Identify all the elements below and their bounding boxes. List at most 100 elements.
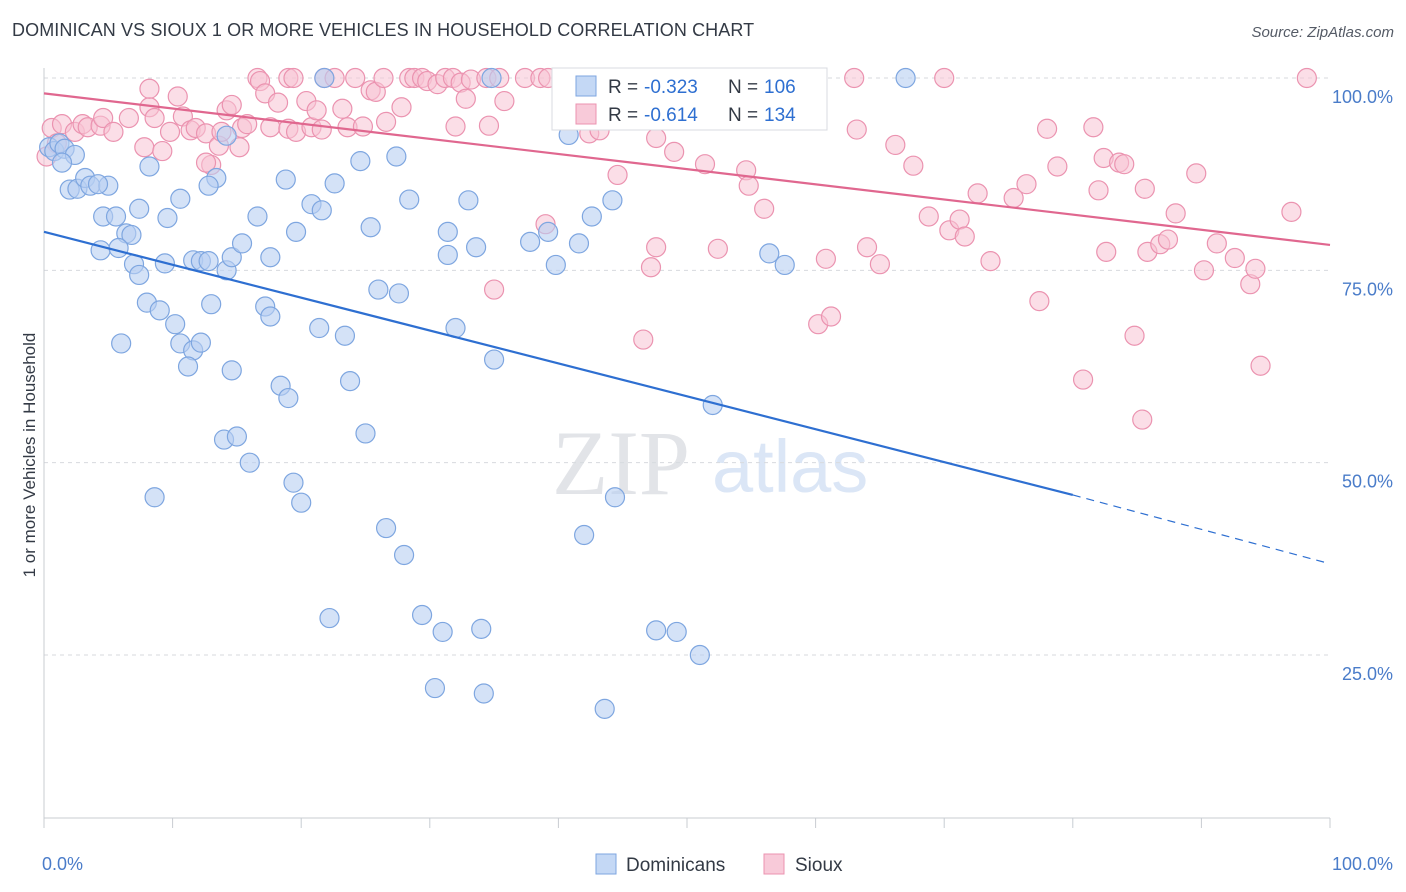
legend-r-label-sioux: R = bbox=[608, 105, 638, 126]
data-point-dominicans bbox=[231, 233, 253, 254]
data-point-sioux bbox=[1157, 229, 1179, 250]
data-point-dominicans bbox=[432, 621, 453, 643]
data-point-dominicans bbox=[411, 604, 433, 626]
data-point-dominicans bbox=[458, 190, 479, 211]
data-point-dominicans bbox=[260, 247, 281, 268]
data-point-sioux bbox=[646, 237, 667, 258]
data-point-dominicans bbox=[190, 332, 211, 353]
data-point-dominicans bbox=[581, 206, 602, 227]
data-point-sioux bbox=[980, 251, 1001, 272]
data-point-sioux bbox=[707, 238, 728, 259]
y-tick-label: 75.0% bbox=[1342, 279, 1393, 299]
data-point-dominicans bbox=[602, 190, 623, 211]
data-point-dominicans bbox=[399, 189, 420, 210]
legend-r-label-dominicans: R = bbox=[608, 77, 638, 98]
data-point-dominicans bbox=[157, 207, 178, 229]
data-point-dominicans bbox=[129, 264, 150, 286]
data-point-dominicans bbox=[895, 67, 916, 89]
x-tick-label-max: 100.0% bbox=[1332, 854, 1393, 874]
data-point-dominicans bbox=[594, 698, 615, 719]
data-point-dominicans bbox=[484, 349, 505, 370]
data-point-dominicans bbox=[260, 306, 281, 327]
data-point-sioux bbox=[484, 279, 505, 300]
trend-line-dominicans bbox=[43, 230, 1074, 497]
data-point-sioux bbox=[1072, 369, 1094, 390]
data-point-dominicans bbox=[465, 237, 487, 258]
legend-bottom-label-sioux: Sioux bbox=[795, 855, 843, 876]
data-point-sioux bbox=[815, 248, 836, 269]
data-point-sioux bbox=[918, 206, 939, 227]
legend-r-value-dominicans: -0.323 bbox=[644, 77, 698, 98]
data-point-sioux bbox=[738, 175, 759, 196]
data-point-dominicans bbox=[165, 314, 186, 335]
data-point-sioux bbox=[1096, 241, 1117, 262]
data-point-sioux bbox=[1250, 355, 1271, 376]
legend-top-box bbox=[551, 67, 828, 131]
data-point-sioux bbox=[93, 107, 114, 129]
y-tick-label: 50.0% bbox=[1342, 472, 1393, 492]
data-point-dominicans bbox=[309, 317, 330, 339]
x-tick-label-min: 0.0% bbox=[42, 854, 83, 874]
data-point-sioux bbox=[1206, 233, 1227, 254]
data-point-sioux bbox=[934, 67, 955, 89]
data-point-sioux bbox=[1132, 409, 1153, 430]
data-point-sioux bbox=[1296, 67, 1317, 89]
data-point-sioux bbox=[949, 209, 970, 230]
data-point-sioux bbox=[1083, 117, 1104, 138]
data-point-dominicans bbox=[538, 221, 559, 242]
data-point-sioux bbox=[903, 155, 924, 176]
data-point-dominicans bbox=[319, 607, 340, 629]
data-point-dominicans bbox=[334, 325, 356, 346]
data-point-dominicans bbox=[324, 173, 345, 194]
data-point-sioux bbox=[967, 183, 988, 204]
legend-swatch-dominicans bbox=[575, 75, 597, 97]
data-point-sioux bbox=[103, 121, 124, 142]
data-point-dominicans bbox=[355, 423, 376, 444]
data-point-sioux bbox=[306, 100, 327, 121]
data-point-sioux bbox=[118, 107, 139, 129]
data-point-dominicans bbox=[393, 544, 415, 566]
chart-title: DOMINICAN VS SIOUX 1 OR MORE VEHICLES IN… bbox=[12, 20, 755, 40]
data-point-dominicans bbox=[129, 198, 150, 219]
legend-swatch-sioux bbox=[575, 103, 597, 125]
y-tick-label: 25.0% bbox=[1342, 664, 1393, 684]
data-point-dominicans bbox=[216, 125, 237, 146]
data-point-sioux bbox=[1036, 118, 1058, 139]
data-point-dominicans bbox=[311, 200, 332, 221]
data-point-sioux bbox=[455, 88, 476, 109]
data-point-dominicans bbox=[375, 517, 397, 539]
data-point-dominicans bbox=[87, 174, 109, 195]
data-point-sioux bbox=[375, 111, 397, 132]
data-point-sioux bbox=[167, 86, 188, 107]
data-point-sioux bbox=[664, 141, 685, 162]
data-point-dominicans bbox=[51, 152, 73, 173]
data-point-dominicans bbox=[437, 244, 458, 266]
data-point-sioux bbox=[1114, 154, 1135, 175]
legend-n-value-sioux: 134 bbox=[764, 105, 796, 126]
data-point-dominicans bbox=[111, 333, 132, 354]
data-point-dominicans bbox=[198, 251, 219, 272]
data-point-sioux bbox=[478, 115, 500, 136]
data-point-sioux bbox=[954, 226, 975, 247]
data-point-dominicans bbox=[368, 279, 389, 300]
y-tick-label: 100.0% bbox=[1332, 87, 1393, 107]
data-point-dominicans bbox=[108, 237, 129, 259]
legend-bottom: Dominicans Sioux bbox=[595, 853, 843, 876]
data-point-dominicans bbox=[481, 67, 502, 89]
data-point-dominicans bbox=[386, 146, 407, 167]
data-point-dominicans bbox=[170, 188, 191, 209]
data-point-sioux bbox=[159, 121, 181, 142]
y-axis-label: 1 or more Vehicles in Household bbox=[20, 333, 39, 578]
data-point-dominicans bbox=[574, 524, 595, 546]
data-point-dominicans bbox=[437, 221, 458, 242]
data-point-dominicans bbox=[226, 426, 247, 447]
data-point-sioux bbox=[152, 140, 173, 162]
data-point-sioux bbox=[1165, 203, 1186, 224]
data-point-dominicans bbox=[201, 294, 222, 315]
data-point-sioux bbox=[195, 152, 217, 173]
data-point-sioux bbox=[445, 116, 466, 137]
data-point-sioux bbox=[1124, 325, 1145, 346]
y-tick-labels: 25.0% 50.0% 75.0% 100.0% bbox=[1332, 87, 1393, 684]
data-point-sioux bbox=[846, 119, 867, 140]
